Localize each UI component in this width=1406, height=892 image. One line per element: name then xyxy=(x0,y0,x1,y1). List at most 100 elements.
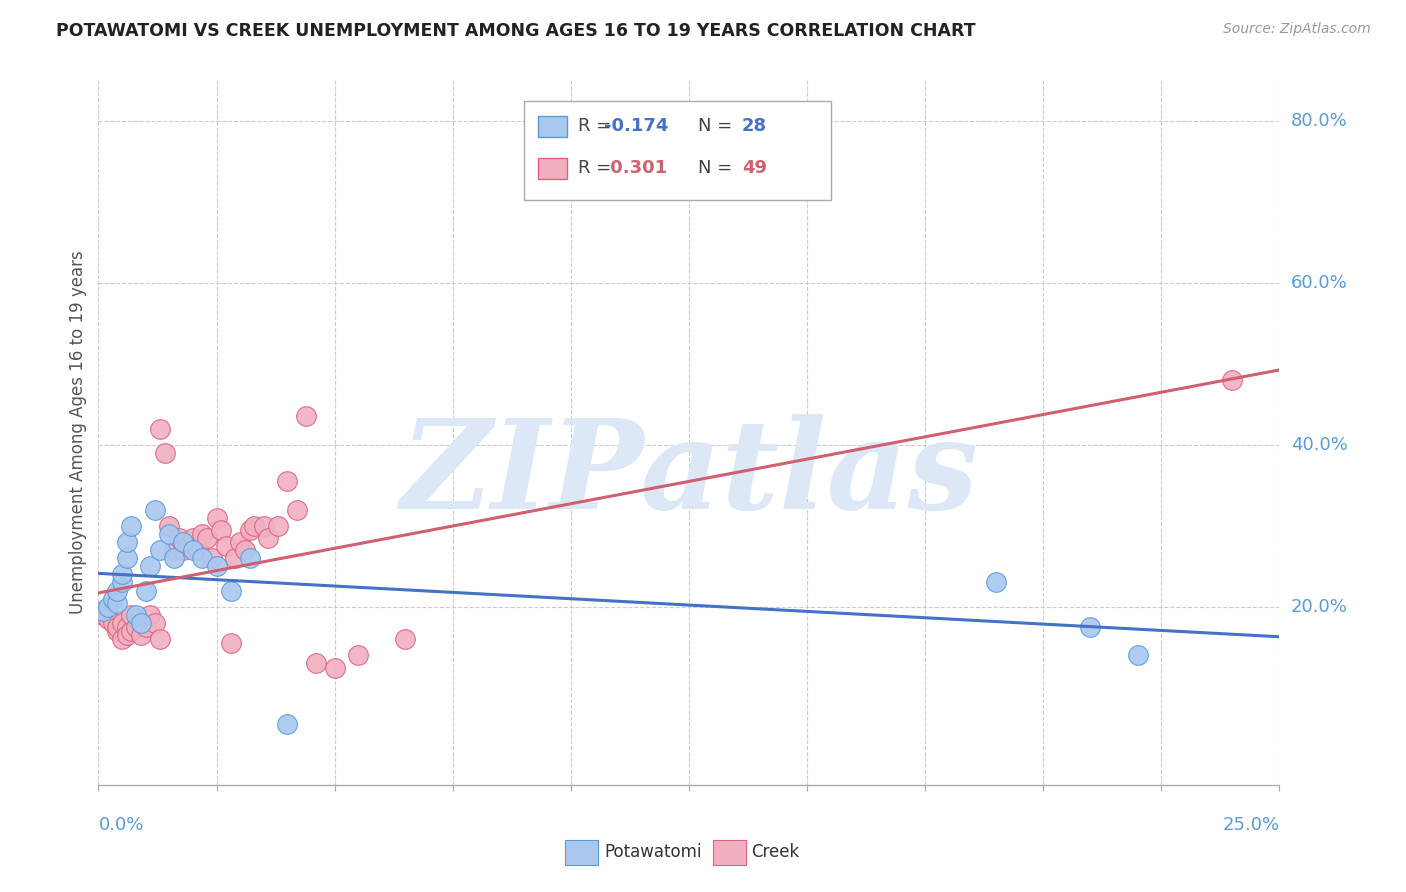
FancyBboxPatch shape xyxy=(523,102,831,200)
Point xyxy=(267,518,290,533)
Point xyxy=(209,523,232,537)
Point xyxy=(143,502,166,516)
Point xyxy=(984,575,1007,590)
Point xyxy=(177,539,200,553)
Point xyxy=(305,657,328,671)
Point xyxy=(101,615,124,630)
Point xyxy=(191,527,214,541)
Point xyxy=(181,531,204,545)
Point xyxy=(163,551,186,566)
Point xyxy=(101,591,124,606)
Point xyxy=(149,421,172,435)
Point xyxy=(233,543,256,558)
Point xyxy=(224,551,246,566)
Point xyxy=(219,636,242,650)
Text: R =: R = xyxy=(578,160,617,178)
Point xyxy=(153,446,176,460)
Point xyxy=(1080,620,1102,634)
Point xyxy=(172,535,194,549)
Point xyxy=(205,559,228,574)
Point xyxy=(139,559,162,574)
Point xyxy=(91,607,114,622)
Text: 49: 49 xyxy=(742,160,768,178)
Point xyxy=(105,596,128,610)
Point xyxy=(125,620,148,634)
Text: 0.0%: 0.0% xyxy=(98,815,143,833)
Point xyxy=(111,632,134,647)
Point xyxy=(172,543,194,558)
Point xyxy=(157,518,180,533)
Point xyxy=(157,527,180,541)
Text: 20.0%: 20.0% xyxy=(1291,598,1347,615)
Point xyxy=(125,607,148,622)
Point xyxy=(187,543,209,558)
Text: R =: R = xyxy=(578,117,617,135)
Point xyxy=(105,583,128,598)
Point xyxy=(149,632,172,647)
Point xyxy=(139,607,162,622)
Text: 80.0%: 80.0% xyxy=(1291,112,1347,129)
Point xyxy=(167,531,190,545)
Point xyxy=(195,531,218,545)
Text: POTAWATOMI VS CREEK UNEMPLOYMENT AMONG AGES 16 TO 19 YEARS CORRELATION CHART: POTAWATOMI VS CREEK UNEMPLOYMENT AMONG A… xyxy=(56,22,976,40)
Point xyxy=(121,624,143,638)
Text: 0.301: 0.301 xyxy=(605,160,666,178)
Text: 28: 28 xyxy=(742,117,768,135)
Point xyxy=(219,583,242,598)
Point xyxy=(91,604,114,618)
Point xyxy=(285,502,308,516)
Point xyxy=(239,551,262,566)
Point xyxy=(111,567,134,582)
Point xyxy=(135,620,157,634)
FancyBboxPatch shape xyxy=(713,840,745,864)
Point xyxy=(121,607,143,622)
Point xyxy=(115,551,138,566)
Point xyxy=(243,518,266,533)
Y-axis label: Unemployment Among Ages 16 to 19 years: Unemployment Among Ages 16 to 19 years xyxy=(69,251,87,615)
Point xyxy=(239,523,262,537)
Text: Source: ZipAtlas.com: Source: ZipAtlas.com xyxy=(1223,22,1371,37)
Point xyxy=(394,632,416,647)
Text: -0.174: -0.174 xyxy=(605,117,668,135)
Point xyxy=(97,599,120,614)
Text: 60.0%: 60.0% xyxy=(1291,274,1347,292)
Point xyxy=(115,535,138,549)
Point xyxy=(215,539,238,553)
Point xyxy=(347,648,370,663)
Point xyxy=(181,543,204,558)
Point xyxy=(129,615,152,630)
Point xyxy=(135,583,157,598)
Point xyxy=(111,615,134,630)
Point xyxy=(97,612,120,626)
Point xyxy=(121,518,143,533)
Point xyxy=(205,510,228,524)
Text: ZIPatlas: ZIPatlas xyxy=(399,414,979,536)
Point xyxy=(115,620,138,634)
Point xyxy=(105,624,128,638)
Point xyxy=(253,518,276,533)
Text: N =: N = xyxy=(699,117,738,135)
Text: 25.0%: 25.0% xyxy=(1222,815,1279,833)
Point xyxy=(105,620,128,634)
Point xyxy=(229,535,252,549)
Point xyxy=(295,409,318,424)
FancyBboxPatch shape xyxy=(565,840,598,864)
Point xyxy=(323,660,346,674)
FancyBboxPatch shape xyxy=(537,158,567,179)
Point xyxy=(257,531,280,545)
Point xyxy=(163,543,186,558)
Point xyxy=(1126,648,1149,663)
Text: N =: N = xyxy=(699,160,738,178)
Text: Creek: Creek xyxy=(752,843,800,861)
Point xyxy=(191,551,214,566)
Point xyxy=(149,543,172,558)
Point xyxy=(111,575,134,590)
Text: 40.0%: 40.0% xyxy=(1291,436,1347,454)
Point xyxy=(276,474,298,488)
FancyBboxPatch shape xyxy=(537,116,567,136)
Point xyxy=(129,628,152,642)
Point xyxy=(143,615,166,630)
Point xyxy=(201,551,224,566)
Point xyxy=(1220,373,1243,387)
Point xyxy=(276,717,298,731)
